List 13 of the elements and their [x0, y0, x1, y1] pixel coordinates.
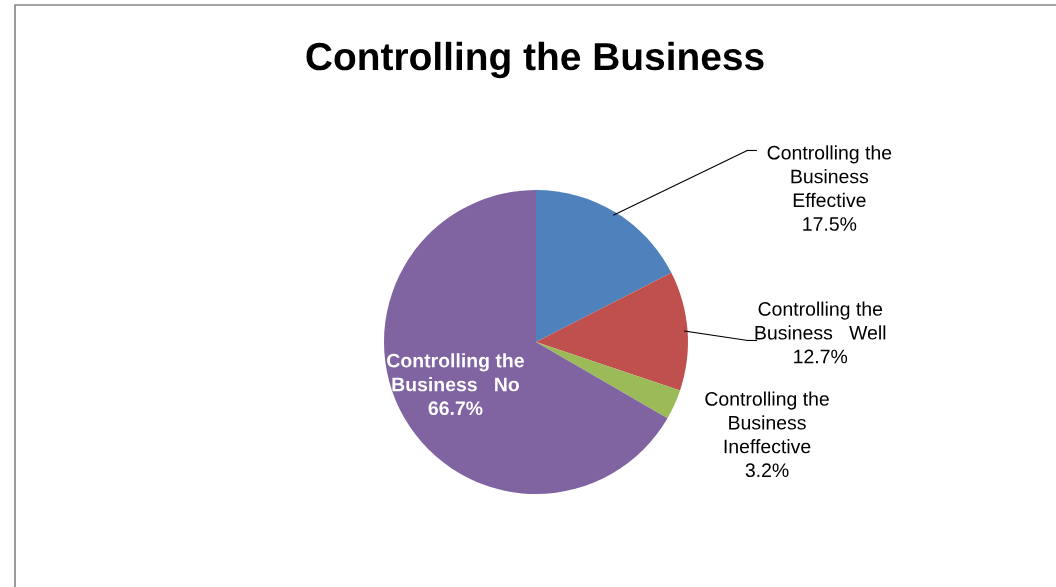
pie-slice — [536, 190, 672, 342]
chart-title: Controlling the Business — [306, 41, 764, 79]
slice-label: Controlling the Business Well — [755, 301, 886, 340]
data-label: 3.2% — [745, 463, 789, 478]
data-label: 12.7% — [794, 349, 848, 364]
slice-label: Controlling the Business Ineffective — [705, 391, 829, 454]
data-label: 66.7% — [428, 401, 483, 416]
pie-slice — [536, 342, 681, 419]
slice-label: Controlling the Business No — [387, 353, 524, 392]
pie-slice — [536, 272, 688, 391]
data-label: 17.5% — [803, 217, 857, 231]
pie-slice — [384, 190, 668, 494]
slice-label: Controlling the Business Effective — [767, 145, 892, 208]
